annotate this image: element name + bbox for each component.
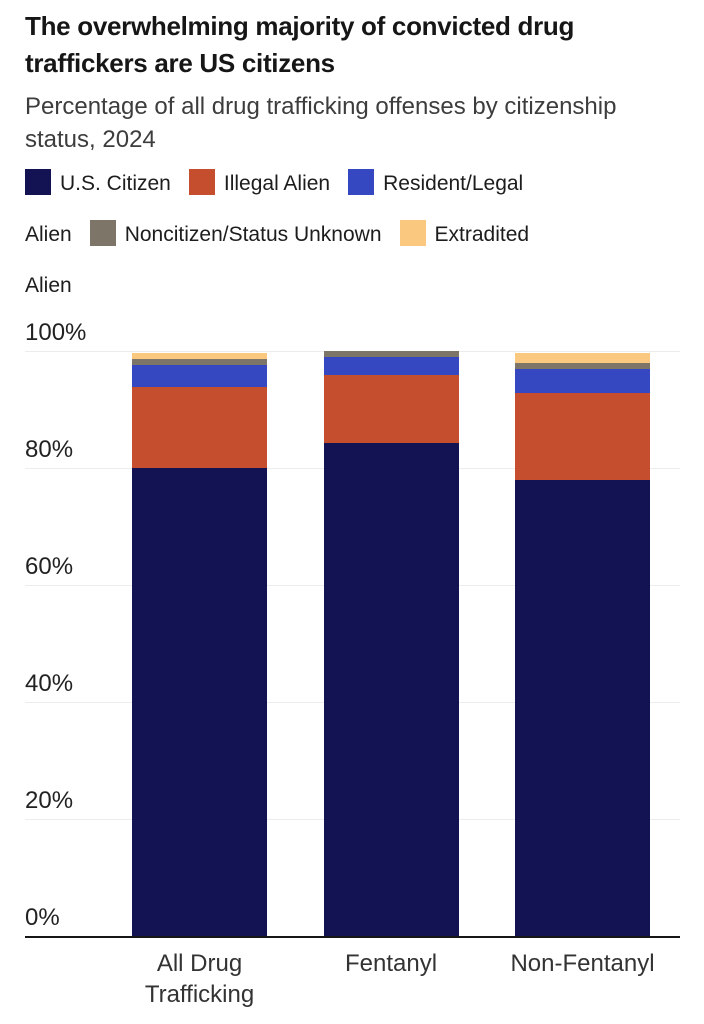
y-gridline (25, 468, 680, 470)
bar-segment-u-s-citizen (132, 468, 267, 937)
bar-non-fentanyl (515, 352, 650, 937)
bar-segment-illegal-alien (132, 387, 267, 468)
bar-segment-noncitizen-status-unknown (515, 362, 650, 370)
y-gridline (25, 819, 680, 821)
legend-label: Extradited Alien (25, 223, 530, 297)
bar-segment-resident-legal-alien (132, 365, 267, 388)
bar-segment-u-s-citizen (515, 479, 650, 937)
legend-item-extradited-alien: Extradited Alien (25, 220, 530, 297)
y-gridline (25, 702, 680, 704)
legend-swatch-illegal-alien (188, 169, 215, 195)
legend-swatch-u-s-citizen (25, 169, 51, 195)
y-tick-label: 0% (25, 904, 60, 931)
y-gridline (25, 585, 680, 587)
legend-swatch-resident-legal-alien (348, 169, 375, 195)
x-axis-line (25, 936, 680, 938)
bar-segment-extradited-alien (515, 352, 650, 363)
bar-segment-extradited-alien (132, 352, 267, 360)
legend-item-resident-legal-alien: Resident/Legal Alien (25, 169, 524, 246)
chart-subtitle: Percentage of all drug trafficking offen… (25, 93, 617, 153)
bar-segment-resident-legal-alien (323, 356, 459, 375)
legend-swatch-noncitizen-status-unknown (89, 220, 116, 246)
y-tick-label: 80% (25, 435, 74, 463)
legend-label: Illegal Alien (223, 172, 331, 195)
y-tick-label: 40% (25, 669, 74, 697)
bar-segment-u-s-citizen (323, 443, 459, 937)
chart-title: The overwhelming majority of convicted d… (25, 11, 575, 78)
legend-item-illegal-alien: Illegal Alien (188, 169, 331, 195)
y-tick-label: 100% (25, 318, 87, 346)
category-label-non-fentanyl: Non-Fentanyl (510, 950, 655, 977)
legend-item-noncitizen-status-unknown: Noncitizen/Status Unknown (89, 220, 382, 246)
bar-segment-illegal-alien (515, 392, 650, 480)
category-label-fentanyl: Fentanyl (344, 950, 438, 977)
bar-segment-noncitizen-status-unknown (323, 351, 459, 357)
bar-segment-resident-legal-alien (515, 369, 650, 393)
y-tick-label: 20% (25, 786, 74, 814)
bar-fentanyl (323, 351, 459, 937)
category-label-all-drug-trafficking: All Drug Trafficking (144, 950, 255, 1008)
legend-label: U.S. Citizen (60, 172, 171, 195)
legend-item-u-s-citizen: U.S. Citizen (25, 169, 171, 195)
bar-segment-noncitizen-status-unknown (132, 359, 267, 366)
y-tick-label: 60% (25, 552, 74, 580)
legend-label: Noncitizen/Status Unknown (124, 223, 382, 246)
chart-legend: U.S. Citizen Illegal Alien Resident/Legal … (25, 158, 570, 311)
bar-all-drug-trafficking (132, 352, 267, 937)
legend-swatch-extradited-alien (399, 220, 426, 246)
legend-label: Resident/Legal Alien (25, 172, 524, 246)
y-gridline (25, 351, 680, 352)
bar-segment-illegal-alien (323, 374, 459, 444)
